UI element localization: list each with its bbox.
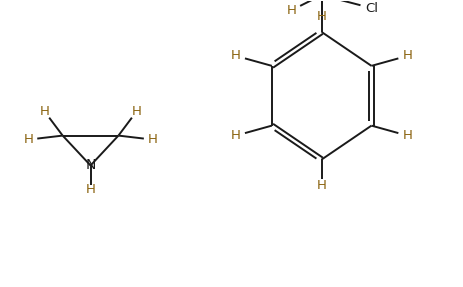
- Text: H: H: [316, 9, 326, 23]
- Text: H: H: [231, 49, 240, 62]
- Text: H: H: [40, 105, 50, 118]
- Text: H: H: [231, 129, 240, 142]
- Text: H: H: [86, 183, 95, 196]
- Text: H: H: [147, 133, 157, 146]
- Text: Cl: Cl: [364, 2, 377, 15]
- Text: H: H: [286, 3, 296, 17]
- Text: H: H: [401, 49, 411, 62]
- Text: H: H: [316, 179, 326, 192]
- Text: H: H: [131, 105, 141, 118]
- Text: H: H: [401, 129, 411, 142]
- Text: H: H: [24, 133, 34, 146]
- Text: N: N: [85, 158, 95, 172]
